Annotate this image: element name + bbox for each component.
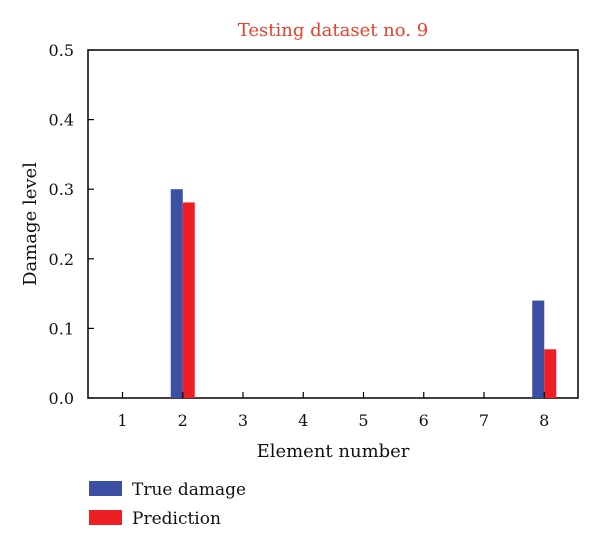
legend-swatch	[89, 481, 122, 496]
x-tick-label: 8	[539, 411, 549, 430]
x-tick-label: 4	[298, 411, 308, 430]
legend-label: Prediction	[132, 509, 221, 529]
y-tick-label: 0.5	[49, 41, 74, 60]
x-tick-label: 2	[178, 411, 188, 430]
plot-frame	[87, 49, 579, 399]
y-tick-label: 0.2	[49, 250, 74, 269]
x-axis-ticks: 1 2 3 4 5 6 7 8	[117, 392, 549, 430]
legend: True damage Prediction	[89, 480, 246, 529]
bars-group	[170, 189, 557, 398]
y-tick-label: 0.0	[49, 389, 74, 408]
chart-title: Testing dataset no. 9	[238, 20, 428, 41]
y-axis-ticks: 0.0 0.1 0.2 0.3 0.4 0.5	[49, 41, 94, 408]
prediction-bar-2	[182, 202, 195, 398]
y-axis-label: Damage level	[20, 162, 41, 286]
true-damage-bar-2	[170, 189, 183, 398]
true-damage-bar-8	[532, 300, 545, 398]
x-tick-label: 1	[117, 411, 127, 430]
x-tick-label: 6	[419, 411, 429, 430]
x-tick-label: 7	[479, 411, 489, 430]
x-tick-label: 5	[358, 411, 368, 430]
legend-swatch	[89, 510, 122, 525]
x-axis-label: Element number	[257, 441, 410, 462]
y-tick-label: 0.1	[49, 319, 74, 338]
y-tick-label: 0.4	[49, 111, 74, 130]
x-tick-label: 3	[238, 411, 248, 430]
legend-label: True damage	[132, 480, 246, 500]
prediction-bar-8	[544, 349, 557, 398]
y-tick-label: 0.3	[49, 180, 74, 199]
